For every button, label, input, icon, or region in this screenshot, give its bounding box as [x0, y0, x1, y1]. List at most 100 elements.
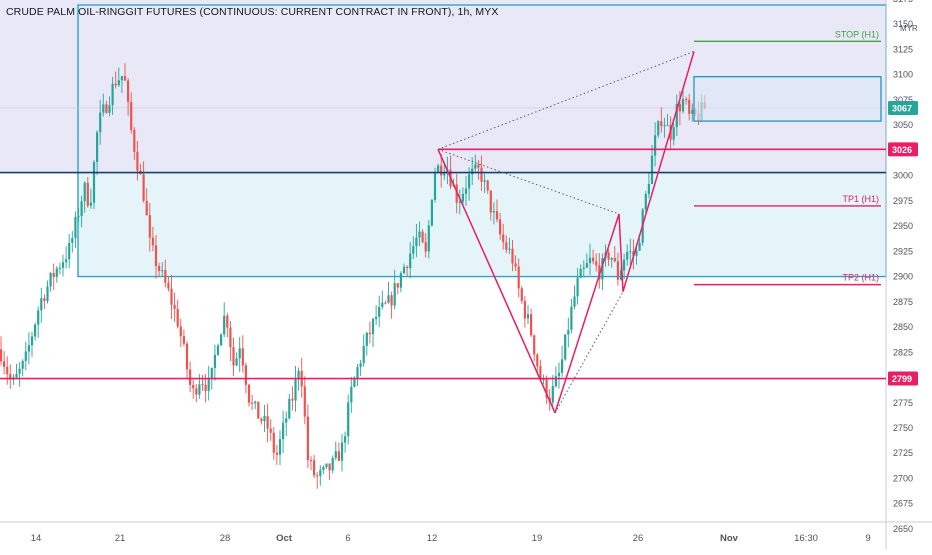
- candle-body: [108, 105, 111, 113]
- candle-body: [173, 304, 176, 309]
- candle-body: [585, 263, 588, 268]
- candle-body: [427, 225, 430, 252]
- candle-body: [52, 272, 55, 277]
- candle-body: [508, 248, 511, 250]
- candle-body: [691, 109, 694, 114]
- candle-body: [678, 104, 681, 112]
- candle-body: [207, 378, 210, 391]
- candle-body: [458, 201, 461, 203]
- price-tag-text-2799: 2799: [892, 374, 912, 384]
- candle-body: [251, 402, 254, 404]
- candle-body: [402, 266, 406, 274]
- candle-body: [551, 386, 554, 403]
- candle-body: [675, 104, 678, 128]
- candle-body: [154, 245, 158, 266]
- target-box: [693, 76, 882, 122]
- y-tick-label: 3050: [893, 120, 913, 130]
- candle-body: [164, 270, 167, 283]
- candle-body: [9, 374, 12, 380]
- y-tick-label: 3125: [893, 44, 913, 54]
- candle-body: [390, 295, 393, 306]
- price-tag-3067: [888, 100, 918, 115]
- candle-body: [635, 250, 638, 256]
- candle-body: [133, 129, 136, 152]
- candle-body: [399, 273, 402, 288]
- candle-body: [247, 384, 251, 403]
- candle-body: [179, 326, 182, 337]
- x-tick-label: 21: [115, 533, 126, 544]
- candle-body: [316, 475, 319, 477]
- x-tick-label: 28: [220, 533, 231, 544]
- candle-body: [142, 174, 145, 201]
- candle-body: [40, 298, 43, 311]
- candle-body: [294, 379, 297, 401]
- candle-body: [58, 267, 61, 269]
- candle-body: [195, 388, 198, 395]
- y-tick-label: 2825: [893, 347, 913, 357]
- candle-body: [244, 365, 247, 385]
- candle-body: [235, 358, 238, 366]
- candle-body: [80, 201, 83, 217]
- candle-body: [232, 347, 235, 366]
- y-tick-label: 2950: [893, 221, 913, 231]
- candle-body: [499, 219, 502, 235]
- candle-body: [254, 401, 257, 404]
- currency-label: MYR: [900, 24, 918, 33]
- x-tick-label: 6: [345, 533, 350, 544]
- candle-body: [489, 190, 492, 213]
- candle-body: [511, 248, 514, 264]
- candle-body: [182, 336, 185, 344]
- candle-body: [663, 125, 666, 127]
- candle-body: [393, 283, 396, 306]
- x-tick-label: 14: [31, 533, 42, 544]
- candle-body: [483, 180, 486, 182]
- candle-body: [464, 188, 468, 194]
- y-tick-label: 3150: [893, 19, 913, 29]
- candle-body: [37, 310, 40, 325]
- pattern-leg-BC: [618, 213, 624, 292]
- candle-body: [530, 314, 533, 336]
- candle-body: [350, 386, 353, 403]
- candle-body: [443, 172, 446, 176]
- candle-body: [517, 266, 520, 289]
- candle-body: [105, 104, 108, 113]
- candle-body: [632, 251, 635, 256]
- candle-body: [477, 164, 480, 168]
- candle-body: [598, 265, 601, 280]
- candle-body: [666, 125, 669, 127]
- candle-body: [24, 351, 27, 361]
- price-tag-text-3067: 3067: [892, 103, 912, 113]
- candle-body: [415, 237, 418, 247]
- y-tick-label: 2750: [893, 423, 913, 433]
- candle-body: [347, 402, 350, 437]
- candle-body: [220, 334, 223, 346]
- candle-body: [471, 168, 474, 175]
- candle-body: [573, 296, 576, 307]
- candle-body: [505, 242, 508, 250]
- y-tick-label: 3175: [893, 0, 913, 4]
- candle-body: [27, 345, 30, 352]
- candle-body: [579, 268, 582, 278]
- candle-body: [492, 211, 495, 213]
- candle-body: [238, 348, 241, 359]
- candle-body: [610, 257, 613, 260]
- candle-body: [381, 302, 384, 307]
- y-tick-label: 2925: [893, 246, 913, 256]
- candle-body: [486, 180, 489, 191]
- price-tag-text-3026: 3026: [892, 145, 912, 155]
- y-tick-label: 2650: [893, 524, 913, 534]
- candle-body: [306, 416, 309, 461]
- candle-body: [623, 259, 626, 271]
- candle-body: [412, 246, 415, 254]
- candle-body: [198, 384, 201, 395]
- pattern-leg-AB: [554, 213, 620, 414]
- candle-body: [353, 377, 356, 387]
- candle-body: [567, 329, 570, 335]
- candle-body: [561, 359, 564, 373]
- candle-body: [654, 135, 657, 156]
- candle-body: [117, 80, 120, 86]
- level-label-2: TP2 (H1): [842, 273, 879, 283]
- candle-body: [657, 121, 660, 136]
- candle-body: [89, 202, 92, 206]
- chart-title: CRUDE PALM OIL-RINGGIT FUTURES (CONTINUO…: [6, 6, 499, 18]
